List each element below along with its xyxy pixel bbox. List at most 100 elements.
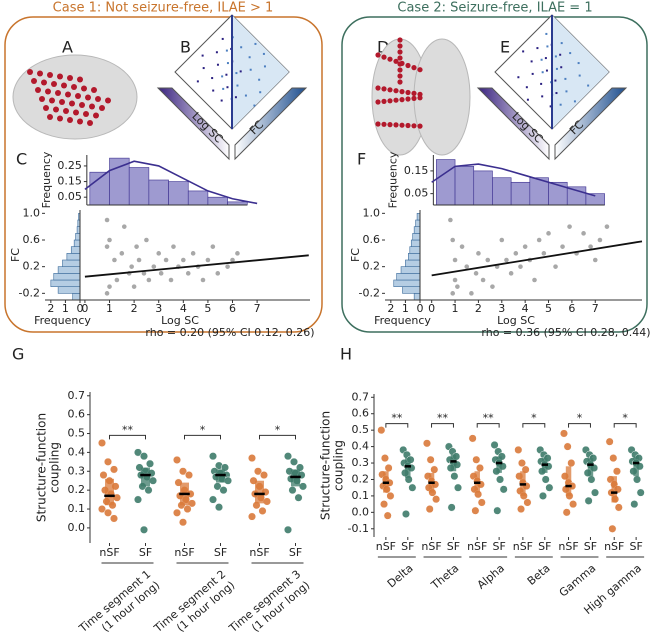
category-label: Delta — [385, 562, 416, 591]
hist-bar — [89, 171, 110, 206]
point — [459, 244, 465, 249]
matrix-cell — [221, 75, 224, 78]
point — [587, 475, 596, 484]
electrode — [381, 54, 387, 60]
y-tick-label: 1.0 — [363, 206, 381, 219]
electrode — [57, 73, 63, 80]
point — [477, 498, 486, 507]
panel-label: B — [180, 38, 191, 57]
hist-bar — [413, 293, 421, 301]
electrode — [397, 55, 403, 61]
point — [151, 264, 157, 269]
point — [247, 512, 257, 521]
point — [99, 471, 108, 480]
electrode — [47, 72, 53, 78]
electrode — [393, 88, 399, 94]
matrix-cell — [555, 92, 558, 95]
electrode — [39, 96, 45, 102]
electrode — [375, 99, 381, 105]
point — [214, 503, 224, 512]
point — [448, 217, 453, 223]
point — [114, 277, 120, 283]
matrix-cell — [201, 54, 204, 57]
electrode — [59, 99, 65, 105]
point — [262, 497, 272, 506]
matrix-cell — [545, 69, 548, 72]
y-tick-label: 0.6 — [363, 233, 381, 246]
matrix-cell — [239, 70, 242, 73]
hist-bar — [168, 181, 189, 206]
y-axis-label: coupling — [332, 440, 346, 491]
x-axis-label: Log SC — [497, 314, 535, 327]
matrix-cell — [240, 46, 243, 49]
x-tick-label: nSF — [558, 540, 578, 553]
point — [499, 485, 508, 494]
y-tick-label: 0.05 — [57, 190, 82, 203]
y-tick-label: 0.6 — [23, 233, 41, 246]
electrode — [405, 62, 411, 69]
point — [490, 440, 499, 450]
point — [104, 244, 110, 249]
y-tick-label: 0.5 — [68, 427, 86, 440]
significance: * — [200, 423, 206, 436]
point — [139, 452, 149, 461]
point — [553, 264, 558, 269]
x-tick-label: nSF — [513, 540, 533, 553]
significance: ** — [483, 412, 495, 425]
case-title: Case 1: Not seizure-free, ILAE > 1 — [53, 1, 274, 16]
hist-bar — [393, 279, 421, 287]
point — [614, 503, 623, 512]
point — [517, 458, 527, 468]
y-axis-label: Structure-function — [35, 413, 49, 522]
matrix-cell — [234, 96, 237, 99]
point — [109, 465, 119, 474]
electrode — [89, 103, 95, 110]
colorbar — [156, 87, 230, 161]
y-tick-label: 0.2 — [363, 260, 381, 273]
matrix-cell — [560, 66, 563, 69]
y-axis-label: Frequency — [386, 151, 399, 208]
y-tick-label: 0.0 — [352, 505, 370, 518]
hist-bar — [128, 167, 150, 206]
electrode — [417, 67, 423, 73]
iqr-bar — [565, 466, 572, 496]
matrix-cell — [545, 32, 548, 35]
point — [545, 483, 554, 492]
point — [532, 277, 537, 283]
significance: * — [622, 412, 628, 425]
hist-bar — [73, 239, 81, 247]
point — [97, 438, 107, 448]
x-tick-label: 3 — [155, 302, 162, 315]
hist-bar — [566, 186, 587, 206]
matrix-cell — [225, 49, 228, 52]
point — [584, 496, 593, 505]
iqr-bar — [105, 478, 114, 506]
matrix-cell — [536, 47, 539, 50]
electrode — [417, 123, 423, 129]
matrix-cell — [525, 86, 528, 89]
point — [184, 471, 194, 480]
matrix-cell — [221, 37, 224, 40]
point — [422, 439, 432, 448]
point — [144, 486, 153, 495]
x-tick-label: SF — [492, 540, 505, 553]
x-tick-label: SF — [584, 540, 597, 553]
electrode — [381, 98, 387, 104]
electrode — [77, 76, 83, 83]
point — [632, 475, 642, 484]
y-tick-label: 0.15 — [404, 164, 429, 177]
panel-label: A — [62, 38, 73, 57]
point — [450, 472, 459, 481]
electrode — [93, 112, 99, 119]
y-axis-label: Structure-function — [319, 411, 333, 520]
x-tick-label: 1 — [62, 302, 69, 315]
significance: ** — [437, 412, 449, 425]
point — [563, 442, 572, 451]
y-tick-label: -0.2 — [19, 286, 40, 299]
matrix-cell — [541, 95, 544, 98]
x-tick-label: SF — [289, 546, 302, 559]
point — [183, 504, 192, 514]
hist-bar — [413, 226, 421, 234]
y-tick-label: 0.4 — [68, 445, 86, 458]
electrode — [53, 106, 59, 113]
